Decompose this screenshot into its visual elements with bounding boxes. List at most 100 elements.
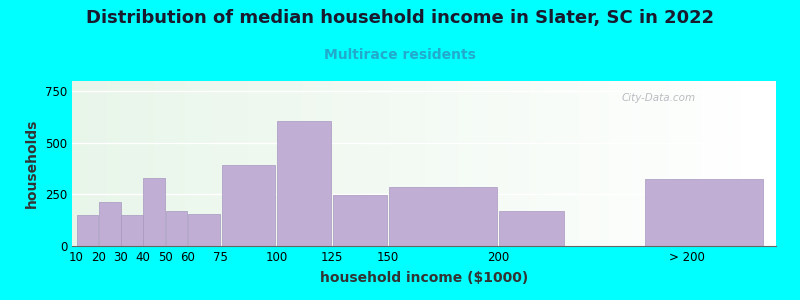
Bar <box>471 81 474 246</box>
Bar <box>412 81 414 246</box>
Bar <box>227 81 230 246</box>
Bar <box>309 81 311 246</box>
Bar <box>743 81 746 246</box>
Bar <box>457 81 459 246</box>
Bar <box>286 81 288 246</box>
Bar <box>107 81 110 246</box>
Bar <box>175 81 178 246</box>
Bar <box>143 178 165 246</box>
Bar <box>542 81 544 246</box>
Bar <box>478 81 480 246</box>
Bar <box>135 81 138 246</box>
Bar <box>544 81 546 246</box>
Bar <box>190 81 192 246</box>
Bar <box>513 81 515 246</box>
Bar <box>326 81 328 246</box>
Bar <box>138 81 140 246</box>
Bar <box>715 81 718 246</box>
Bar <box>565 81 567 246</box>
Bar <box>370 81 372 246</box>
Bar <box>323 81 326 246</box>
Bar <box>506 81 509 246</box>
Bar <box>558 81 560 246</box>
Y-axis label: households: households <box>26 119 39 208</box>
Bar <box>626 81 628 246</box>
Bar <box>142 81 145 246</box>
Bar <box>304 81 306 246</box>
Bar <box>342 81 344 246</box>
Bar <box>675 81 678 246</box>
Bar <box>492 81 494 246</box>
Bar <box>188 214 220 246</box>
Bar <box>414 81 417 246</box>
Bar <box>293 81 295 246</box>
Bar <box>236 81 238 246</box>
Bar <box>724 81 726 246</box>
Bar <box>586 81 588 246</box>
Bar <box>154 81 157 246</box>
Bar <box>436 81 438 246</box>
Bar <box>333 81 335 246</box>
Bar <box>673 81 675 246</box>
Bar <box>736 81 738 246</box>
Bar <box>311 81 314 246</box>
Bar <box>192 81 194 246</box>
Bar <box>452 81 454 246</box>
Bar <box>271 81 274 246</box>
Text: Multirace residents: Multirace residents <box>324 48 476 62</box>
Bar <box>445 81 447 246</box>
Bar <box>579 81 582 246</box>
Bar <box>530 81 532 246</box>
Bar <box>265 81 266 246</box>
Bar <box>731 81 734 246</box>
Bar <box>213 81 215 246</box>
Bar <box>351 81 354 246</box>
Bar <box>454 81 457 246</box>
Bar <box>618 81 621 246</box>
Bar <box>482 81 485 246</box>
Bar <box>600 81 602 246</box>
Bar <box>354 81 356 246</box>
Bar <box>502 81 504 246</box>
Bar <box>722 81 724 246</box>
Bar <box>95 81 98 246</box>
Bar <box>572 81 574 246</box>
Bar <box>110 81 112 246</box>
Bar <box>306 81 309 246</box>
Bar <box>246 81 248 246</box>
Bar <box>658 81 661 246</box>
Bar <box>410 81 412 246</box>
Bar <box>377 81 379 246</box>
Bar <box>86 81 89 246</box>
Bar <box>419 81 422 246</box>
Bar <box>215 81 218 246</box>
Bar <box>750 81 753 246</box>
Bar <box>720 81 722 246</box>
Bar <box>766 81 769 246</box>
Bar <box>588 81 590 246</box>
Bar <box>283 81 286 246</box>
Bar <box>77 215 98 246</box>
Bar <box>166 211 187 246</box>
Bar <box>396 81 398 246</box>
Bar <box>612 81 614 246</box>
Bar <box>194 81 196 246</box>
Bar <box>628 81 630 246</box>
Bar <box>689 81 691 246</box>
Bar <box>504 81 506 246</box>
Bar <box>187 81 190 246</box>
Bar <box>333 195 386 246</box>
Bar <box>166 81 168 246</box>
Bar <box>429 81 431 246</box>
Bar <box>640 81 642 246</box>
Bar <box>654 81 656 246</box>
Bar <box>128 81 130 246</box>
Bar <box>372 81 374 246</box>
Bar <box>222 81 225 246</box>
Bar <box>598 81 600 246</box>
Bar <box>487 81 490 246</box>
Bar <box>441 81 442 246</box>
Bar <box>201 81 203 246</box>
Bar <box>384 81 386 246</box>
Bar <box>713 81 715 246</box>
